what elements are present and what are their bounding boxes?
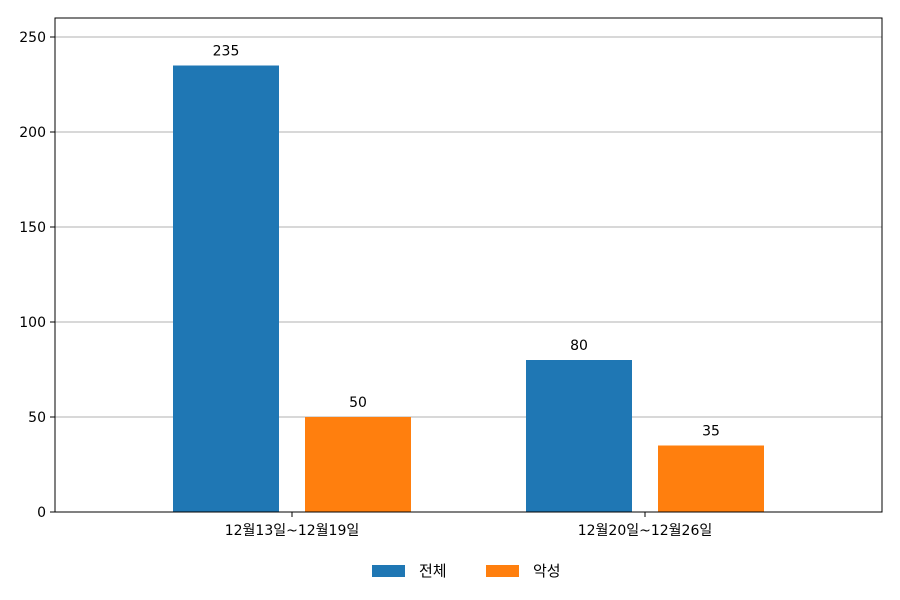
x-tick-label: 12월13일~12월19일 bbox=[225, 523, 360, 539]
bar-malicious bbox=[658, 445, 764, 512]
y-tick-label: 0 bbox=[37, 505, 46, 521]
legend-label: 전체 bbox=[419, 562, 447, 580]
data-label: 235 bbox=[213, 44, 240, 60]
y-tick-label: 200 bbox=[19, 125, 46, 141]
y-axis: 0 50 100 150 200 250 bbox=[19, 30, 55, 521]
legend-swatch bbox=[372, 565, 405, 577]
plot-frame bbox=[54, 17, 883, 513]
data-label: 35 bbox=[702, 424, 720, 440]
data-labels: 235 50 80 35 bbox=[213, 44, 720, 440]
y-tick-label: 100 bbox=[19, 315, 46, 331]
bar-malicious bbox=[305, 417, 411, 512]
data-label: 50 bbox=[349, 395, 367, 411]
y-tick-label: 250 bbox=[19, 30, 46, 46]
legend-label: 악성 bbox=[533, 562, 561, 580]
y-tick-label: 150 bbox=[19, 220, 46, 236]
data-label: 80 bbox=[570, 338, 588, 354]
legend: 전체 악성 bbox=[372, 562, 561, 580]
x-tick-label: 12월20일~12월26일 bbox=[578, 523, 713, 539]
bar-total bbox=[173, 65, 279, 512]
y-tick-label: 50 bbox=[28, 410, 46, 426]
x-axis: 12월13일~12월19일 12월20일~12월26일 bbox=[225, 512, 713, 539]
legend-swatch bbox=[486, 565, 519, 577]
bar-total bbox=[526, 360, 632, 512]
bars bbox=[173, 65, 764, 512]
